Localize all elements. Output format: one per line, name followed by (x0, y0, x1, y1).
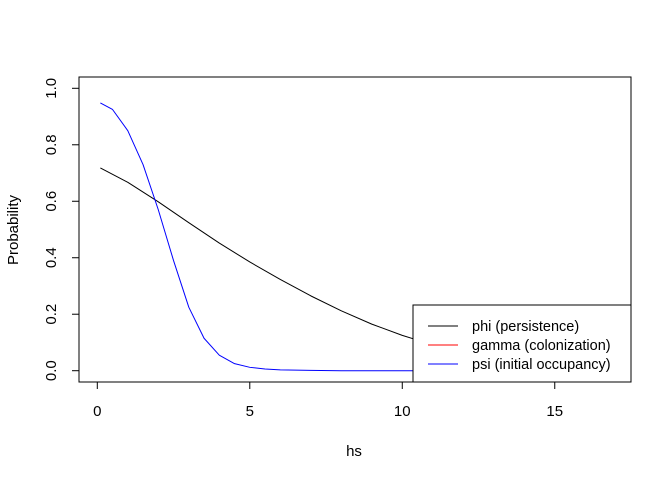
x-axis: 0 5 10 15 (93, 381, 563, 420)
legend-label-psi: psi (initial occupancy) (472, 357, 611, 373)
x-tick-label: 0 (93, 403, 101, 420)
y-tick-label: 1.0 (43, 78, 60, 99)
legend-box (412, 304, 632, 383)
y-tick-label: 0.2 (43, 304, 60, 325)
y-tick-label: 0.6 (43, 191, 60, 212)
x-axis-title: hs (346, 443, 362, 460)
y-tick-label: 0.0 (43, 360, 60, 381)
series-line-2 (100, 102, 421, 372)
legend: phi (persistence) gamma (colonization) p… (412, 304, 632, 383)
y-axis: 0.0 0.2 0.4 0.6 0.8 1.0 (43, 78, 80, 381)
y-tick-label: 0.8 (43, 134, 60, 155)
y-axis-title: Probability (5, 194, 22, 265)
series-line-0 (100, 167, 421, 342)
x-tick-label: 10 (394, 403, 411, 420)
y-tick-label: 0.4 (43, 247, 60, 268)
legend-label-phi: phi (persistence) (472, 319, 579, 335)
x-tick-label: 5 (246, 403, 254, 420)
series-layer (100, 102, 421, 372)
legend-label-gamma: gamma (colonization) (472, 338, 611, 354)
x-tick-label: 15 (546, 403, 563, 420)
